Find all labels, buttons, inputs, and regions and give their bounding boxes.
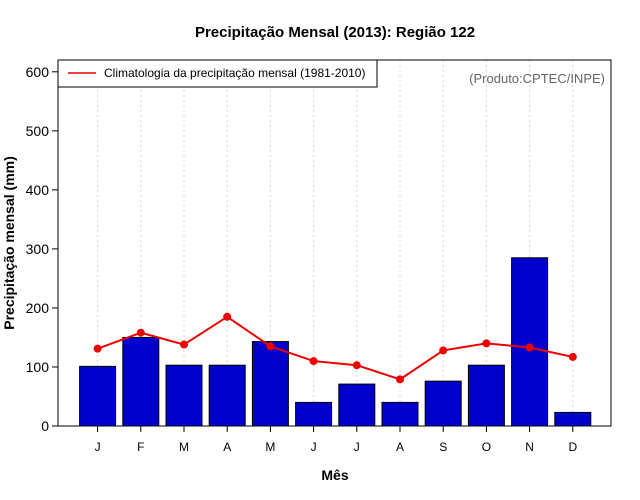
bar — [381, 401, 419, 427]
bar — [79, 365, 117, 427]
y-axis: 0 100 200 300 400 500 600 — [26, 64, 58, 434]
chart-title: Precipitação Mensal (2013): Região 122 — [195, 24, 475, 41]
x-tick-label: F — [137, 440, 144, 454]
climatology-point — [180, 340, 188, 349]
bar-series — [79, 257, 592, 427]
x-tick-label: M — [179, 440, 189, 454]
x-tick-label: J — [95, 440, 101, 454]
x-tick-label: A — [223, 440, 231, 454]
x-tick-label: N — [525, 440, 534, 454]
bar — [122, 336, 160, 427]
legend: Climatologia da precipitação mensal (198… — [57, 59, 378, 88]
climatology-point — [568, 352, 577, 361]
bar — [424, 380, 462, 427]
x-tick-label: A — [396, 440, 404, 454]
y-axis-label: Precipitação mensal (mm) — [1, 156, 17, 330]
y-tick-label: 0 — [41, 418, 49, 434]
y-tick-label: 500 — [26, 123, 50, 139]
x-tick-label: J — [311, 440, 317, 454]
bar — [554, 411, 592, 427]
y-tick-label: 600 — [26, 64, 50, 80]
credit-annotation: (Produto:CPTEC/INPE) — [469, 71, 605, 86]
x-tick-label: O — [482, 440, 491, 454]
legend-label: Climatologia da precipitação mensal (198… — [104, 66, 365, 80]
y-tick-label: 200 — [26, 300, 50, 316]
x-axis-label: Mês — [321, 467, 348, 483]
climatology-point — [525, 343, 534, 352]
climatology-point — [223, 312, 232, 321]
climatology-series — [93, 312, 577, 384]
bar — [467, 364, 505, 427]
climatology-point — [309, 357, 318, 366]
x-tick-label: D — [568, 440, 577, 454]
legend-box — [57, 59, 378, 88]
bar — [208, 364, 246, 427]
y-tick-label: 100 — [26, 359, 50, 375]
climatology-line — [97, 315, 574, 381]
x-tick-label: J — [354, 440, 360, 454]
climatology-point — [482, 339, 491, 348]
climatology-point — [396, 375, 404, 384]
bar — [251, 341, 289, 427]
x-tick-label: S — [439, 440, 447, 454]
x-tick-label: M — [265, 440, 275, 454]
climatology-point — [352, 361, 361, 370]
climatology-point — [439, 346, 448, 355]
bar — [338, 383, 376, 427]
bar — [295, 401, 333, 427]
bar — [165, 364, 203, 427]
climatology-point — [136, 328, 145, 337]
y-tick-label: 400 — [26, 182, 50, 198]
y-tick-label: 300 — [26, 241, 50, 257]
bar — [511, 257, 549, 427]
climatology-point — [266, 342, 275, 351]
climatology-point — [93, 344, 102, 353]
